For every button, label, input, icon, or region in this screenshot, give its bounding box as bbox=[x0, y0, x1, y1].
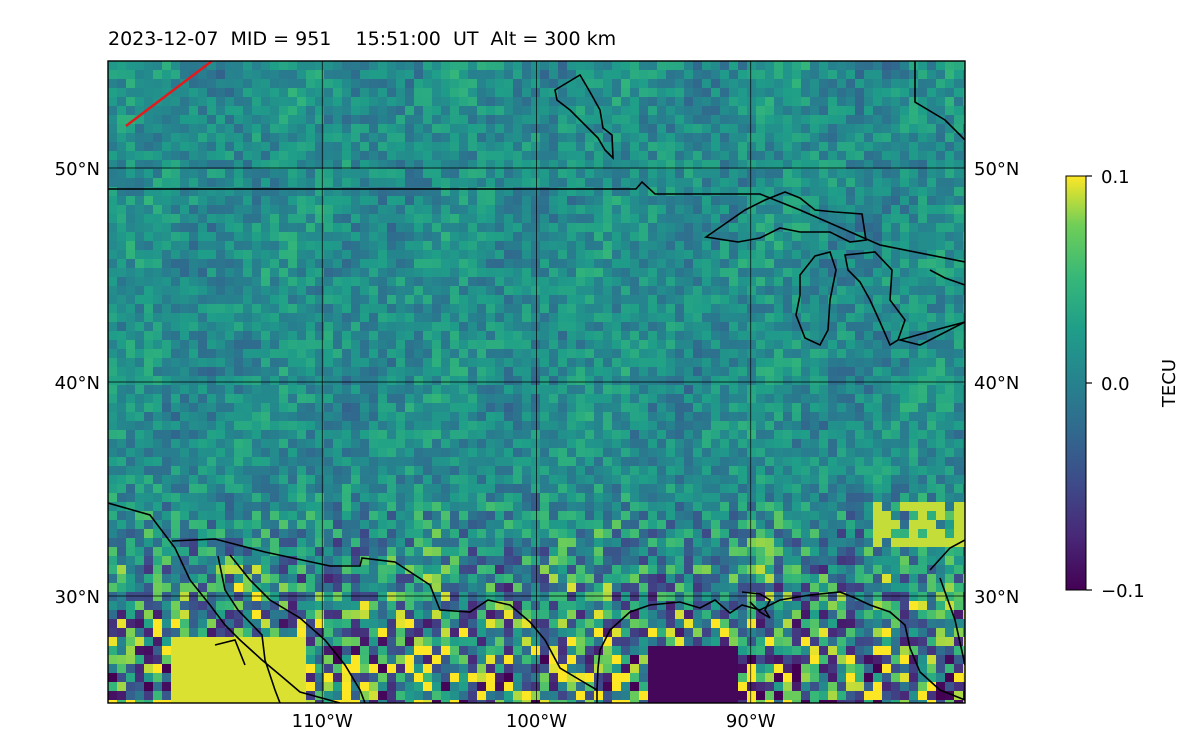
colorbar-label: TECU bbox=[1159, 359, 1180, 408]
gridlines bbox=[108, 61, 965, 703]
mexico-west-coast bbox=[229, 554, 366, 703]
northeast-coast bbox=[914, 61, 965, 141]
lat-label-left: 30°N bbox=[55, 587, 100, 608]
colorbar-tick-label: −0.1 bbox=[1101, 581, 1145, 602]
lon-label: 100°W bbox=[506, 711, 567, 732]
coastlines bbox=[108, 61, 965, 703]
lon-label: 90°W bbox=[726, 711, 776, 732]
colorbar-tick-label: 0.1 bbox=[1101, 167, 1130, 188]
lake-michigan bbox=[795, 251, 837, 347]
lat-label-right: 30°N bbox=[974, 587, 1019, 608]
colorbar-tick-label: 0.0 bbox=[1101, 374, 1130, 395]
lake-superior bbox=[703, 191, 867, 243]
longitude-labels: 110°W 100°W 90°W bbox=[292, 711, 776, 732]
gulf-california bbox=[214, 639, 246, 666]
colorbar-ticks: 0.1 0.0 −0.1 bbox=[1086, 167, 1145, 602]
lat-label-left: 40°N bbox=[55, 373, 100, 394]
lat-label-right: 40°N bbox=[974, 373, 1019, 394]
mississippi-delta bbox=[741, 591, 772, 619]
lake-erie bbox=[896, 321, 965, 346]
lat-label-left: 50°N bbox=[55, 159, 100, 180]
baja-california bbox=[108, 502, 341, 703]
gulf-coast bbox=[596, 591, 965, 701]
lake-huron bbox=[844, 251, 906, 347]
lat-label-right: 50°N bbox=[974, 159, 1019, 180]
lon-label: 110°W bbox=[292, 711, 353, 732]
tec-heatmap bbox=[108, 61, 965, 703]
baja-inner bbox=[217, 555, 281, 703]
florida-coast bbox=[929, 539, 965, 666]
us-mexico-border bbox=[171, 538, 598, 703]
latitude-labels-right: 30°N 40°N 50°N bbox=[974, 159, 1019, 608]
latitude-labels-left: 30°N 40°N 50°N bbox=[55, 159, 100, 608]
map-frame bbox=[107, 60, 966, 704]
map-title: 2023-12-07 MID = 951 15:51:00 UT Alt = 3… bbox=[108, 28, 617, 50]
colorbar bbox=[1065, 175, 1087, 591]
lake-ontario bbox=[929, 269, 965, 286]
hudson-bay-coast bbox=[554, 73, 614, 161]
satellite-track bbox=[125, 61, 213, 127]
